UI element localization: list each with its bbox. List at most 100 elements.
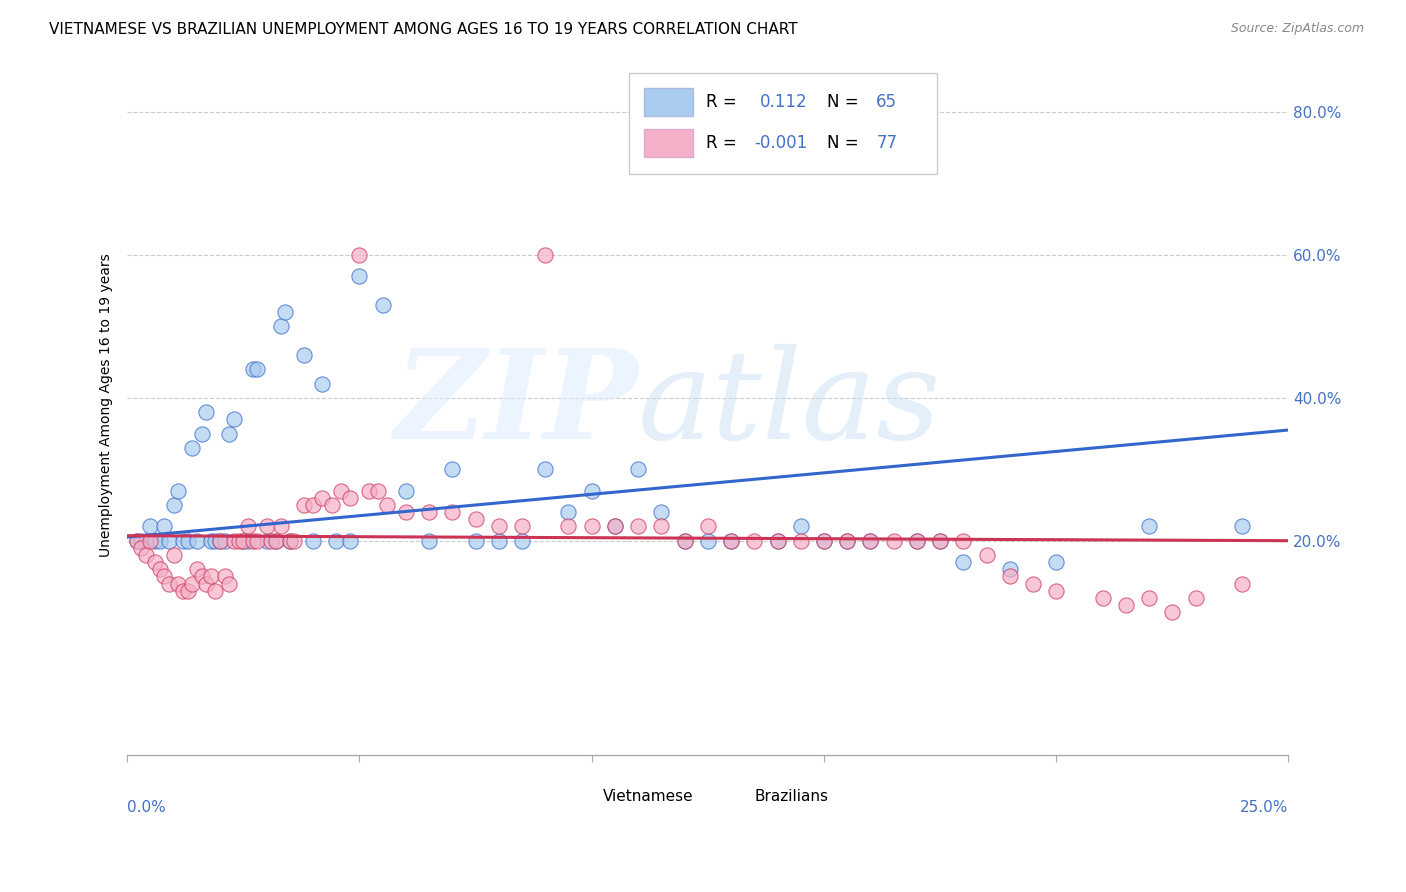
Text: 25.0%: 25.0% xyxy=(1240,800,1288,815)
Point xyxy=(214,533,236,548)
Point xyxy=(1091,591,1114,605)
FancyBboxPatch shape xyxy=(628,72,936,174)
Text: ZIP: ZIP xyxy=(395,344,638,466)
Point xyxy=(181,441,204,455)
Point xyxy=(905,533,928,548)
Point xyxy=(278,533,301,548)
Point xyxy=(534,248,557,262)
Point xyxy=(367,483,389,498)
Point xyxy=(1115,598,1137,612)
Text: R =: R = xyxy=(706,93,737,111)
Point xyxy=(256,533,278,548)
Point xyxy=(135,533,157,548)
Point xyxy=(1161,605,1184,619)
Point xyxy=(321,498,343,512)
Point xyxy=(139,533,162,548)
Point xyxy=(222,533,245,548)
Point xyxy=(418,533,440,548)
Point xyxy=(650,519,672,533)
Point xyxy=(157,533,180,548)
Point xyxy=(292,348,315,362)
Point xyxy=(766,533,789,548)
Point xyxy=(264,533,287,548)
Point xyxy=(976,548,998,562)
Point xyxy=(311,491,333,505)
Text: Source: ZipAtlas.com: Source: ZipAtlas.com xyxy=(1230,22,1364,36)
Point xyxy=(339,491,361,505)
Text: N =: N = xyxy=(828,93,859,111)
Point xyxy=(339,533,361,548)
Point xyxy=(1230,576,1253,591)
Point xyxy=(349,269,371,284)
Point xyxy=(149,533,172,548)
Point xyxy=(149,562,172,576)
Point xyxy=(176,583,198,598)
Point xyxy=(214,569,236,583)
Point xyxy=(325,533,347,548)
Point xyxy=(790,519,813,533)
Point xyxy=(349,248,371,262)
Text: atlas: atlas xyxy=(638,344,942,466)
Point xyxy=(186,533,208,548)
Point xyxy=(813,533,835,548)
Point xyxy=(557,519,579,533)
Point xyxy=(172,533,194,548)
Point xyxy=(859,533,882,548)
Point xyxy=(163,498,186,512)
Point xyxy=(163,548,186,562)
Text: 0.112: 0.112 xyxy=(761,93,807,111)
Point xyxy=(952,555,974,569)
Point xyxy=(534,462,557,476)
Point xyxy=(204,533,226,548)
Bar xyxy=(720,789,748,805)
Point xyxy=(242,362,264,376)
Point xyxy=(264,533,287,548)
Point xyxy=(270,319,292,334)
Point xyxy=(200,533,222,548)
Point xyxy=(246,533,269,548)
Point xyxy=(329,483,352,498)
Point xyxy=(603,519,626,533)
Text: Vietnamese: Vietnamese xyxy=(603,789,695,805)
Point xyxy=(139,519,162,533)
Point xyxy=(357,483,380,498)
Point xyxy=(209,533,232,548)
Point xyxy=(395,483,418,498)
Point xyxy=(837,533,859,548)
Point xyxy=(1137,591,1160,605)
Point xyxy=(696,519,718,533)
Point xyxy=(371,298,394,312)
Point xyxy=(218,426,240,441)
Text: -0.001: -0.001 xyxy=(754,134,807,152)
Point xyxy=(557,505,579,519)
Point xyxy=(418,505,440,519)
Point xyxy=(236,519,259,533)
Point xyxy=(1184,591,1206,605)
Point xyxy=(581,483,603,498)
Point xyxy=(190,426,212,441)
Point xyxy=(766,533,789,548)
Point xyxy=(153,519,176,533)
Point xyxy=(246,362,269,376)
Text: N =: N = xyxy=(828,134,859,152)
Point xyxy=(673,533,696,548)
Point xyxy=(395,505,418,519)
Point xyxy=(143,555,166,569)
Point xyxy=(1137,519,1160,533)
Point xyxy=(200,569,222,583)
Point xyxy=(488,533,510,548)
Text: VIETNAMESE VS BRAZILIAN UNEMPLOYMENT AMONG AGES 16 TO 19 YEARS CORRELATION CHART: VIETNAMESE VS BRAZILIAN UNEMPLOYMENT AMO… xyxy=(49,22,797,37)
Point xyxy=(209,533,232,548)
Point xyxy=(837,533,859,548)
Point xyxy=(696,533,718,548)
Point xyxy=(129,533,152,548)
Point xyxy=(1230,519,1253,533)
Point xyxy=(228,533,250,548)
Point xyxy=(952,533,974,548)
Point xyxy=(302,533,325,548)
Point xyxy=(627,519,650,533)
Bar xyxy=(644,88,693,116)
Point xyxy=(143,533,166,548)
Point xyxy=(129,541,152,555)
Point xyxy=(1022,576,1045,591)
